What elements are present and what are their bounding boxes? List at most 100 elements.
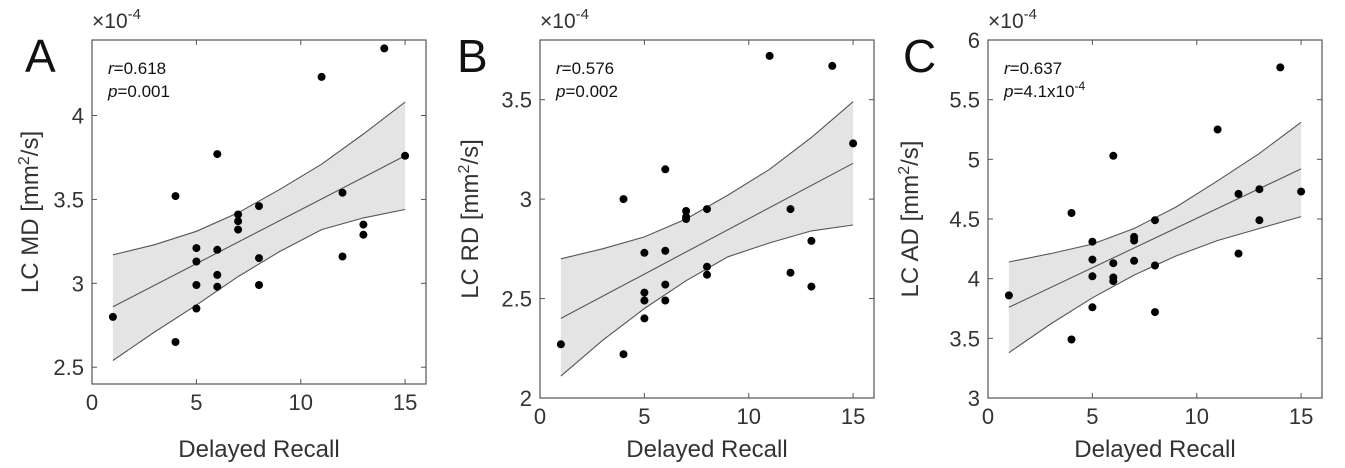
data-point [1276,63,1285,72]
data-point [786,205,795,214]
regression-line [112,155,406,308]
x-tick-label: 0 [86,390,98,415]
data-point [255,254,263,263]
data-point [640,314,649,323]
data-point [1088,272,1097,281]
data-point [234,210,243,219]
data-point [255,202,263,211]
regression-line [1008,168,1302,308]
y-axis-label-b: LC RD [mm2/s] [456,139,484,299]
data-point [682,207,691,215]
data-point [192,304,201,313]
data-point [1151,216,1159,225]
data-point [213,150,222,159]
plot-frame-a [91,39,427,385]
data-point [1130,256,1139,265]
x-axis-label-a: Delayed Recall [178,436,339,463]
point-layer-c [1004,63,1306,344]
y-tick-label: 2 [520,386,532,411]
data-point [765,51,774,60]
ci-upper-line [112,101,406,256]
r-value-b: r=0.576 [556,59,614,78]
panel-b: B 0 5 10 15 2 2.5 3 3.5 ×10-4 r=0.576 p=0.002 D… [456,6,875,463]
data-point [640,288,649,297]
data-point [849,139,858,148]
panel-letter-c: C [903,30,936,82]
data-point [1067,335,1076,344]
data-point [661,280,670,289]
data-point [359,220,368,229]
panel-letter-a: A [25,30,56,82]
plot-frame-b [539,39,875,399]
x-tick-label: 15 [841,404,865,429]
y-axis-label-a: LC MD [mm2/s] [16,131,44,293]
x-tick-label: 0 [534,404,546,429]
x-tick-label: 10 [737,404,761,429]
data-point [1151,308,1159,317]
data-point [1088,303,1097,312]
data-point [401,151,410,160]
data-point [108,312,117,321]
data-point [255,281,263,289]
regression-line [560,162,854,319]
panel-letter-b: B [457,30,488,82]
y-tick-label: 3.5 [53,187,84,212]
x-axis-label-c: Delayed Recall [1074,436,1235,463]
data-point [171,192,180,201]
y-tick-label: 3.5 [949,326,980,351]
data-point [1234,189,1243,198]
data-point [640,296,649,305]
data-point [619,350,628,359]
data-point [234,225,243,234]
fit-layer-a [112,101,406,361]
data-point [1130,232,1139,241]
ci-band-layer-b [560,101,854,377]
tick-layer-c: 0 5 10 15 3 3.5 4 4.5 5 5.5 6 [949,28,1322,429]
data-point [317,72,326,81]
data-point [807,282,816,291]
data-point [661,246,670,255]
y-tick-label: 3 [968,386,980,411]
data-point [1151,261,1159,270]
data-point [1109,151,1118,160]
data-point [703,262,711,271]
data-point [192,244,201,253]
data-point [682,213,691,221]
y-tick-label: 2.5 [501,287,532,312]
y-tick-label: 5.5 [949,88,980,113]
data-point [338,188,347,197]
p-value-c: p=4.1x10-4 [1003,79,1085,101]
x-tick-label: 15 [393,390,417,415]
x-tick-label: 10 [1185,404,1209,429]
ci-lower-line [112,208,406,361]
point-layer-a [108,44,410,346]
y-multiplier-b: ×10-4 [540,6,589,33]
data-point [1088,237,1097,246]
data-point [1109,273,1118,282]
data-point [192,257,201,266]
panel-a: A 0 5 10 15 2.5 3 3.5 4 ×10-4 r=0.618 p=0.001 D… [16,6,427,463]
y-tick-label: 3 [520,187,532,212]
panel-c: C 0 5 10 15 3 3.5 4 4.5 5 5.5 6 ×10-4 r=0.637 p=4.… [896,6,1323,463]
y-tick-label: 4 [72,104,84,129]
data-point [1213,125,1222,134]
data-point [1004,291,1013,300]
tick-layer-b: 0 5 10 15 2 2.5 3 3.5 [501,40,874,429]
data-point [213,282,222,291]
y-tick-label: 3 [72,271,84,296]
data-point [213,245,222,254]
data-point [1255,185,1264,194]
data-point [661,165,670,174]
data-point [359,230,368,239]
x-tick-label: 5 [1086,404,1098,429]
x-tick-label: 0 [982,404,994,429]
data-point [1255,216,1264,225]
data-point [1297,187,1306,196]
x-tick-label: 10 [289,390,313,415]
data-point [703,205,711,214]
data-point [703,270,711,279]
y-multiplier-c: ×10-4 [988,6,1037,33]
y-tick-label: 5 [968,147,980,172]
data-point [640,248,649,257]
p-value-b: p=0.002 [555,82,618,101]
